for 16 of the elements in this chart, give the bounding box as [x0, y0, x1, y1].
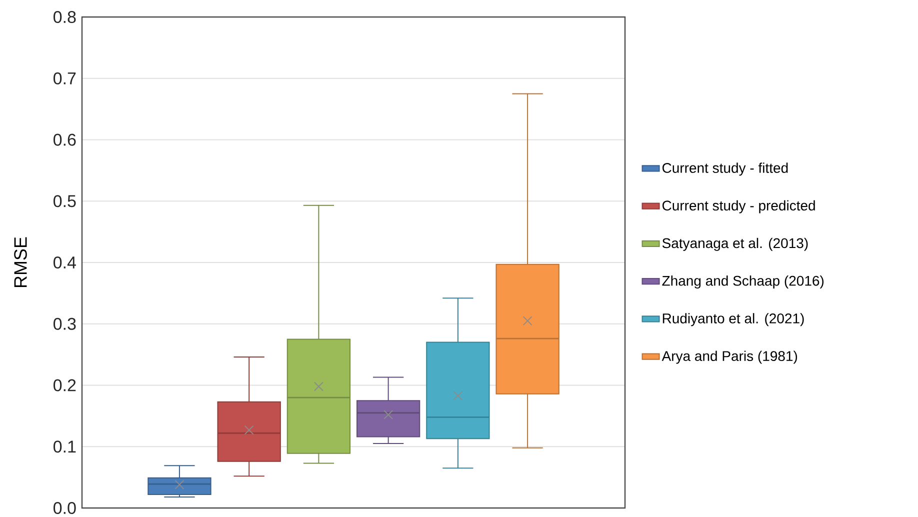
legend-label: Rudiyanto et al. (2021) [662, 313, 804, 326]
y-tick-label: 0.2 [54, 379, 76, 392]
y-tick-label: 0.6 [54, 134, 76, 146]
legend-label: Zhang and Schaap (2016) [662, 276, 824, 289]
legend-label: Arya and Paris (1981) [662, 350, 798, 364]
y-tick-label: 0.7 [54, 72, 76, 84]
y-tick-label: 0.0 [54, 502, 76, 514]
y-tick-label: 0.3 [54, 318, 76, 330]
legend-label: Current study - fitted [662, 162, 788, 176]
y-tick-label: 0.5 [54, 195, 76, 208]
y-tick-label: 0.4 [54, 256, 76, 269]
y-tick-label: 0.8 [54, 10, 76, 24]
y-axis-title: RMSE [14, 237, 27, 288]
legend-label: Satyanaga et al. (2013) [662, 238, 808, 251]
legend-label: Current study - predicted [662, 200, 815, 214]
y-tick-label: 0.1 [54, 440, 76, 453]
